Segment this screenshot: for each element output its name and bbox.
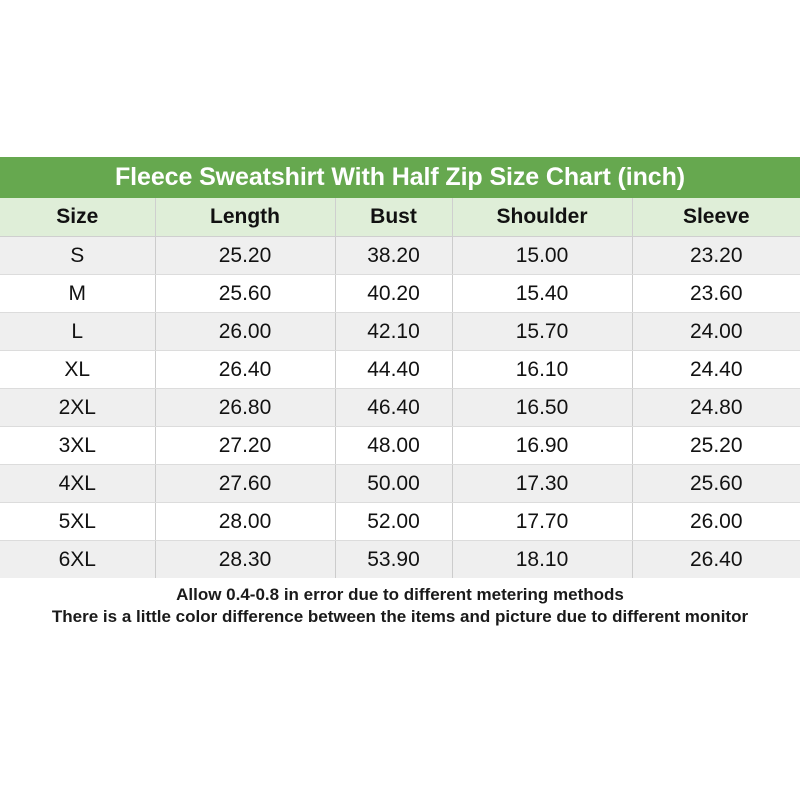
cell-sleeve: 24.40 [632, 350, 800, 389]
cell-bust: 52.00 [335, 502, 453, 541]
cell-size: 6XL [0, 540, 156, 578]
cell-shoulder: 15.70 [452, 312, 633, 351]
table-body: S 25.20 38.20 15.00 23.20 M 25.60 40.20 … [0, 236, 800, 578]
cell-shoulder: 17.30 [452, 464, 633, 503]
size-chart-table: Size Length Bust Shoulder Sleeve S 25.20… [0, 198, 800, 578]
cell-shoulder: 17.70 [452, 502, 633, 541]
cell-size: 4XL [0, 464, 156, 503]
cell-size: 5XL [0, 502, 156, 541]
cell-length: 25.60 [155, 274, 336, 313]
cell-shoulder: 16.90 [452, 426, 633, 465]
cell-sleeve: 26.40 [632, 540, 800, 578]
chart-title-bar: Fleece Sweatshirt With Half Zip Size Cha… [0, 157, 800, 198]
cell-bust: 42.10 [335, 312, 453, 351]
cell-bust: 50.00 [335, 464, 453, 503]
size-chart-block: Fleece Sweatshirt With Half Zip Size Cha… [0, 157, 800, 628]
table-row: 2XL 26.80 46.40 16.50 24.80 [0, 388, 800, 427]
cell-sleeve: 25.20 [632, 426, 800, 465]
table-row: 5XL 28.00 52.00 17.70 26.00 [0, 502, 800, 541]
cell-length: 27.60 [155, 464, 336, 503]
cell-size: L [0, 312, 156, 351]
cell-bust: 38.20 [335, 236, 453, 275]
note-color-difference: There is a little color difference betwe… [51, 607, 749, 626]
table-row: M 25.60 40.20 15.40 23.60 [0, 274, 800, 313]
cell-bust: 40.20 [335, 274, 453, 313]
cell-sleeve: 26.00 [632, 502, 800, 541]
chart-notes: Allow 0.4-0.8 in error due to different … [0, 578, 800, 628]
cell-bust: 44.40 [335, 350, 453, 389]
table-row: 6XL 28.30 53.90 18.10 26.40 [0, 540, 800, 578]
table-row: 4XL 27.60 50.00 17.30 25.60 [0, 464, 800, 503]
cell-length: 26.40 [155, 350, 336, 389]
cell-shoulder: 15.00 [452, 236, 633, 275]
cell-shoulder: 16.10 [452, 350, 633, 389]
column-header-length: Length [155, 198, 336, 237]
cell-shoulder: 15.40 [452, 274, 633, 313]
table-row: XL 26.40 44.40 16.10 24.40 [0, 350, 800, 389]
cell-length: 28.30 [155, 540, 336, 578]
cell-sleeve: 25.60 [632, 464, 800, 503]
cell-sleeve: 23.60 [632, 274, 800, 313]
table-row: L 26.00 42.10 15.70 24.00 [0, 312, 800, 351]
chart-title: Fleece Sweatshirt With Half Zip Size Cha… [115, 163, 685, 191]
cell-length: 26.00 [155, 312, 336, 351]
cell-size: 3XL [0, 426, 156, 465]
cell-bust: 46.40 [335, 388, 453, 427]
cell-bust: 48.00 [335, 426, 453, 465]
cell-length: 27.20 [155, 426, 336, 465]
cell-length: 25.20 [155, 236, 336, 275]
table-row: 3XL 27.20 48.00 16.90 25.20 [0, 426, 800, 465]
column-header-sleeve: Sleeve [632, 198, 800, 237]
column-header-bust: Bust [335, 198, 453, 237]
cell-size: M [0, 274, 156, 313]
cell-bust: 53.90 [335, 540, 453, 578]
cell-size: XL [0, 350, 156, 389]
cell-sleeve: 24.00 [632, 312, 800, 351]
cell-length: 28.00 [155, 502, 336, 541]
column-header-shoulder: Shoulder [452, 198, 633, 237]
table-row: S 25.20 38.20 15.00 23.20 [0, 236, 800, 275]
cell-size: 2XL [0, 388, 156, 427]
cell-size: S [0, 236, 156, 275]
column-header-size: Size [0, 198, 156, 237]
cell-shoulder: 16.50 [452, 388, 633, 427]
cell-length: 26.80 [155, 388, 336, 427]
cell-shoulder: 18.10 [452, 540, 633, 578]
cell-sleeve: 24.80 [632, 388, 800, 427]
table-header: Size Length Bust Shoulder Sleeve [0, 198, 800, 237]
header-row: Size Length Bust Shoulder Sleeve [0, 198, 800, 237]
cell-sleeve: 23.20 [632, 236, 800, 275]
note-measurement-tolerance: Allow 0.4-0.8 in error due to different … [176, 585, 624, 604]
